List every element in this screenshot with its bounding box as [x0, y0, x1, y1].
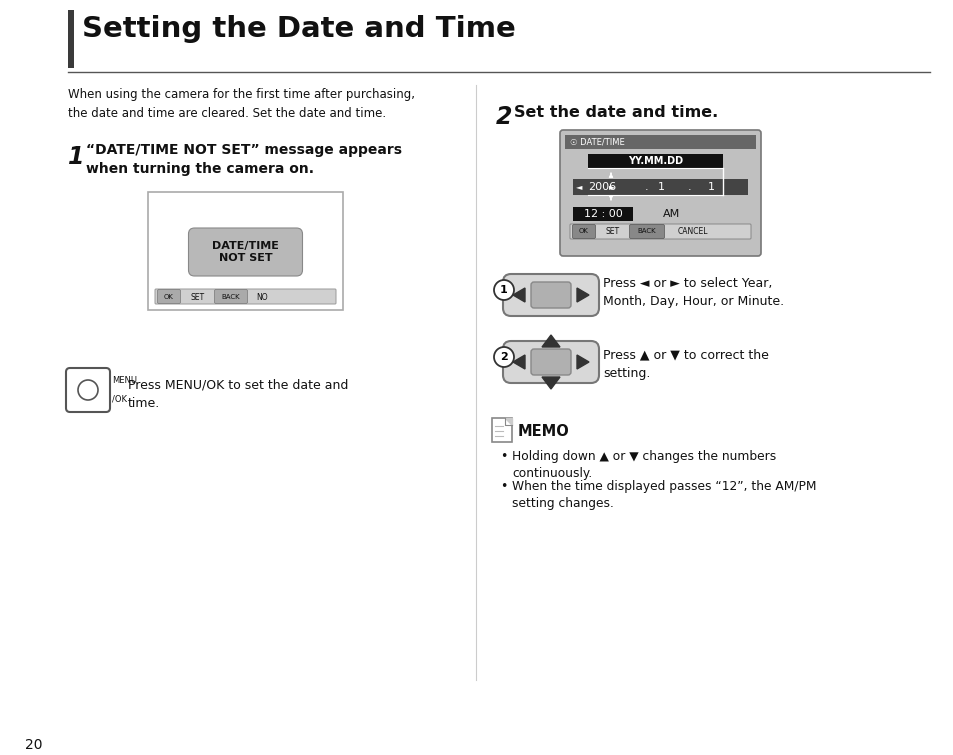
Text: “DATE/TIME NOT SET” message appears
when turning the camera on.: “DATE/TIME NOT SET” message appears when…: [86, 143, 401, 176]
Text: ►: ►: [608, 183, 615, 192]
Bar: [587, 154, 722, 168]
Bar: [564, 135, 755, 149]
Text: ◄: ◄: [576, 183, 582, 192]
Text: MENU: MENU: [112, 376, 137, 385]
Text: NO: NO: [255, 292, 268, 301]
Text: SET: SET: [191, 292, 205, 301]
Polygon shape: [513, 355, 524, 369]
Circle shape: [494, 347, 514, 367]
FancyBboxPatch shape: [559, 130, 760, 256]
Text: Press MENU/OK to set the date and
time.: Press MENU/OK to set the date and time.: [128, 378, 348, 410]
FancyBboxPatch shape: [502, 274, 598, 316]
FancyBboxPatch shape: [214, 289, 247, 304]
Bar: [68, 10, 74, 68]
Text: 1: 1: [658, 182, 664, 192]
Text: OK: OK: [578, 228, 588, 234]
Polygon shape: [504, 418, 512, 425]
Text: 2006: 2006: [587, 182, 616, 192]
Polygon shape: [577, 288, 588, 302]
Text: 20: 20: [25, 738, 43, 752]
Bar: [573, 207, 633, 221]
Bar: [573, 179, 747, 195]
Circle shape: [494, 280, 514, 300]
Text: Press ◄ or ► to select Year,
Month, Day, Hour, or Minute.: Press ◄ or ► to select Year, Month, Day,…: [602, 277, 783, 309]
Polygon shape: [541, 335, 559, 347]
FancyBboxPatch shape: [531, 282, 571, 308]
Text: Holding down ▲ or ▼ changes the numbers
continuously.: Holding down ▲ or ▼ changes the numbers …: [512, 450, 776, 480]
FancyBboxPatch shape: [154, 289, 335, 304]
Text: SET: SET: [605, 226, 619, 236]
Text: OK: OK: [164, 294, 173, 300]
Text: •: •: [499, 450, 507, 463]
Text: DATE/TIME
NOT SET: DATE/TIME NOT SET: [212, 241, 278, 263]
FancyBboxPatch shape: [157, 289, 180, 304]
Text: BACK: BACK: [221, 294, 240, 300]
FancyBboxPatch shape: [572, 224, 595, 239]
Polygon shape: [513, 288, 524, 302]
FancyBboxPatch shape: [66, 368, 110, 412]
Text: •: •: [499, 480, 507, 493]
Text: 1: 1: [499, 285, 507, 295]
FancyBboxPatch shape: [189, 228, 302, 276]
Text: 12 : 00: 12 : 00: [583, 209, 621, 219]
Text: .: .: [687, 182, 691, 192]
Text: Setting the Date and Time: Setting the Date and Time: [82, 15, 516, 43]
FancyBboxPatch shape: [629, 224, 664, 239]
FancyBboxPatch shape: [502, 341, 598, 383]
FancyBboxPatch shape: [148, 192, 343, 310]
Polygon shape: [577, 355, 588, 369]
Text: 2: 2: [496, 105, 512, 129]
Text: Set the date and time.: Set the date and time.: [514, 105, 718, 120]
Text: AM: AM: [662, 209, 679, 219]
Text: When the time displayed passes “12”, the AM/PM
setting changes.: When the time displayed passes “12”, the…: [512, 480, 816, 510]
FancyBboxPatch shape: [492, 418, 512, 442]
Circle shape: [78, 380, 98, 400]
Polygon shape: [541, 377, 559, 389]
FancyBboxPatch shape: [531, 349, 571, 375]
Text: 1: 1: [707, 182, 714, 192]
Text: Press ▲ or ▼ to correct the
setting.: Press ▲ or ▼ to correct the setting.: [602, 348, 768, 380]
Text: 1: 1: [68, 145, 85, 169]
Text: ☉ DATE/TIME: ☉ DATE/TIME: [569, 137, 624, 146]
Text: /OK: /OK: [112, 395, 127, 404]
Text: MEMO: MEMO: [517, 424, 569, 439]
FancyBboxPatch shape: [569, 224, 750, 239]
Text: .: .: [644, 182, 648, 192]
Text: BACK: BACK: [637, 228, 656, 234]
Text: When using the camera for the first time after purchasing,
the date and time are: When using the camera for the first time…: [68, 88, 415, 120]
Text: CANCEL: CANCEL: [678, 226, 708, 236]
Text: 2: 2: [499, 352, 507, 362]
Text: YY.MM.DD: YY.MM.DD: [627, 156, 682, 166]
